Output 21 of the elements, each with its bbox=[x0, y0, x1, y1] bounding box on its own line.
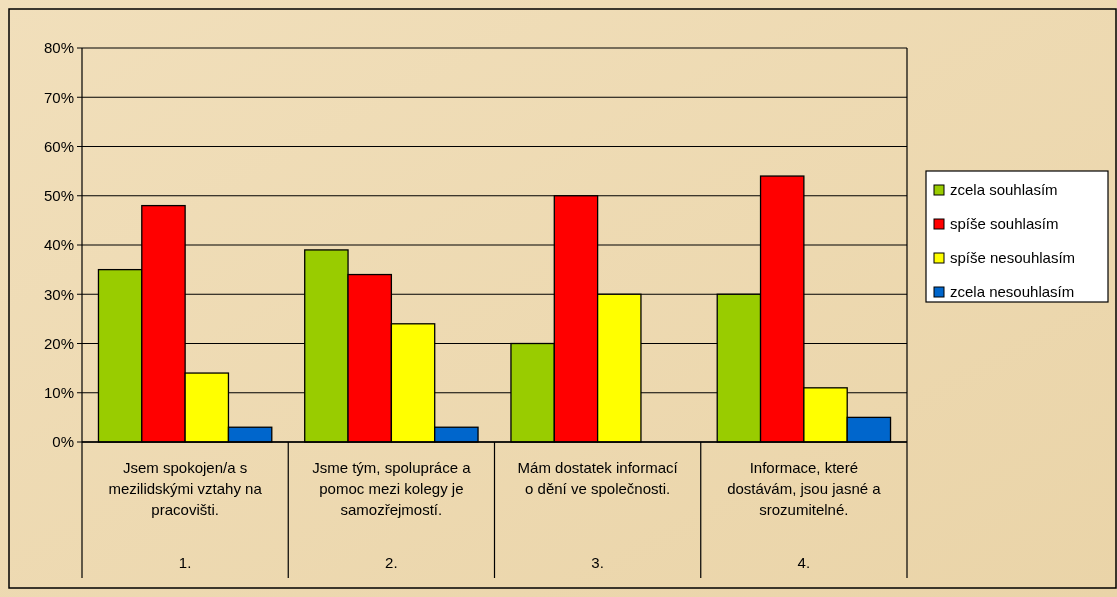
legend-label: spíše nesouhlasím bbox=[950, 249, 1076, 267]
legend-label: zcela souhlasím bbox=[950, 181, 1058, 199]
y-tick-label: 50% bbox=[43, 187, 74, 204]
y-tick-label: 10% bbox=[43, 384, 74, 401]
text: 4. bbox=[797, 554, 811, 571]
legend-label: spíše souhlasím bbox=[950, 215, 1059, 233]
y-tick-label: 60% bbox=[43, 137, 74, 155]
legend-label: zcela nesouhlasím bbox=[950, 283, 1075, 301]
text: 2. bbox=[385, 554, 398, 571]
y-tick-label: 30% bbox=[43, 285, 74, 303]
y-tick-label: 70% bbox=[43, 88, 74, 106]
x-tick-label: Jsem spokojen/a s mezilidskými vztahy na pracovišti. bbox=[108, 459, 263, 518]
y-tick-label: 0% bbox=[52, 433, 74, 451]
x-tick-label: Informace, které dostávám, jsou jasné a srozumitelné. bbox=[727, 459, 882, 518]
y-tick-label: 40% bbox=[43, 236, 74, 254]
text: 1. bbox=[178, 554, 192, 571]
text: 3. bbox=[591, 554, 604, 571]
y-tick-label: 80% bbox=[43, 39, 74, 57]
x-tick-label: Jsme tým, spolupráce a pomoc mezi kolegy je samozřejmostí. bbox=[312, 459, 472, 518]
x-tick-label: Mám dostatek informací o dění ve společnosti. bbox=[517, 459, 679, 497]
y-tick-label: 20% bbox=[43, 334, 74, 352]
